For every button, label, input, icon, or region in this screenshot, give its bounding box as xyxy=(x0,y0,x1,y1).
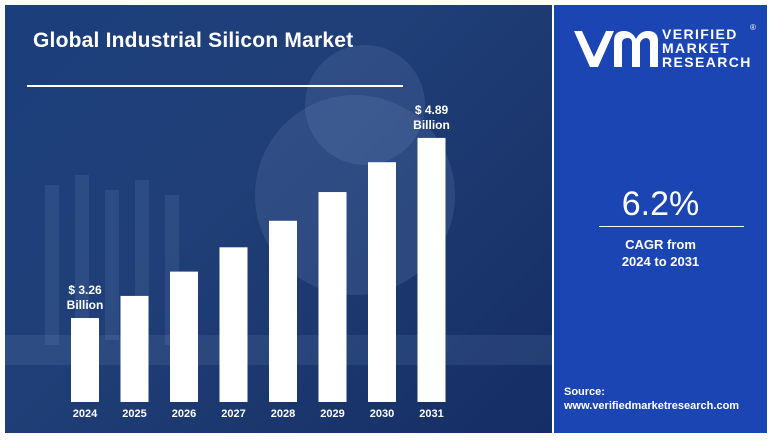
source-url[interactable]: www.verifiedmarketresearch.com xyxy=(564,400,740,412)
bar-2024 xyxy=(71,318,99,402)
x-tick-label: 2030 xyxy=(370,408,394,420)
chart-title: Global Industrial Silicon Market xyxy=(33,29,354,52)
brand-line-1: VERIFIED xyxy=(662,26,738,42)
x-tick-label: 2024 xyxy=(73,408,98,420)
bar-chart: 2024 2025 2026 2027 2028 2029 2030 2031 $ 3.26B… xyxy=(67,103,450,420)
cagr-label-line-1: CAGR from xyxy=(625,237,696,252)
bar-2025 xyxy=(120,295,149,402)
bar-2028 xyxy=(269,220,297,402)
bar-2030 xyxy=(368,162,396,402)
x-tick-label: 2028 xyxy=(271,408,295,420)
background-figure xyxy=(305,45,425,165)
background-glassware xyxy=(105,190,119,340)
registered-mark: ® xyxy=(750,23,756,32)
infographic: Global Industrial Silicon Market 2024 202… xyxy=(5,5,767,433)
title-divider xyxy=(27,85,403,87)
x-tick-label: 2025 xyxy=(122,408,146,420)
cagr-divider xyxy=(599,226,744,227)
chart-panel: Global Industrial Silicon Market 2024 202… xyxy=(5,5,552,433)
background-glassware xyxy=(75,175,89,345)
brand-line-2: MARKET xyxy=(662,40,731,56)
x-tick-label: 2026 xyxy=(172,408,196,420)
bar-2031 xyxy=(417,137,446,402)
vmr-logo-icon xyxy=(574,31,658,67)
cagr-label-line-2: 2024 to 2031 xyxy=(621,254,700,269)
brand-line-3: RESEARCH xyxy=(662,54,752,70)
data-label-unit: Billion xyxy=(67,298,104,312)
data-label-value: $ 4.89 xyxy=(415,103,449,117)
brand-wordmark: VERIFIED MARKET RESEARCH xyxy=(662,27,752,69)
summary-panel: VERIFIED MARKET RESEARCH ® 6.2% CAGR fro… xyxy=(554,5,767,433)
cagr-label: CAGR from 2024 to 2031 xyxy=(554,236,767,270)
bar-2029 xyxy=(318,192,347,402)
source-label: Source: xyxy=(564,386,605,398)
bar-2026 xyxy=(170,271,198,402)
bar-2027 xyxy=(219,247,248,402)
x-tick-label: 2029 xyxy=(320,408,344,420)
data-label-unit: Billion xyxy=(413,118,450,132)
x-tick-label: 2027 xyxy=(221,408,245,420)
background-glassware xyxy=(45,185,59,345)
cagr-value: 6.2% xyxy=(621,185,700,223)
data-label-value: $ 3.26 xyxy=(68,283,102,297)
x-tick-label: 2031 xyxy=(419,408,443,420)
